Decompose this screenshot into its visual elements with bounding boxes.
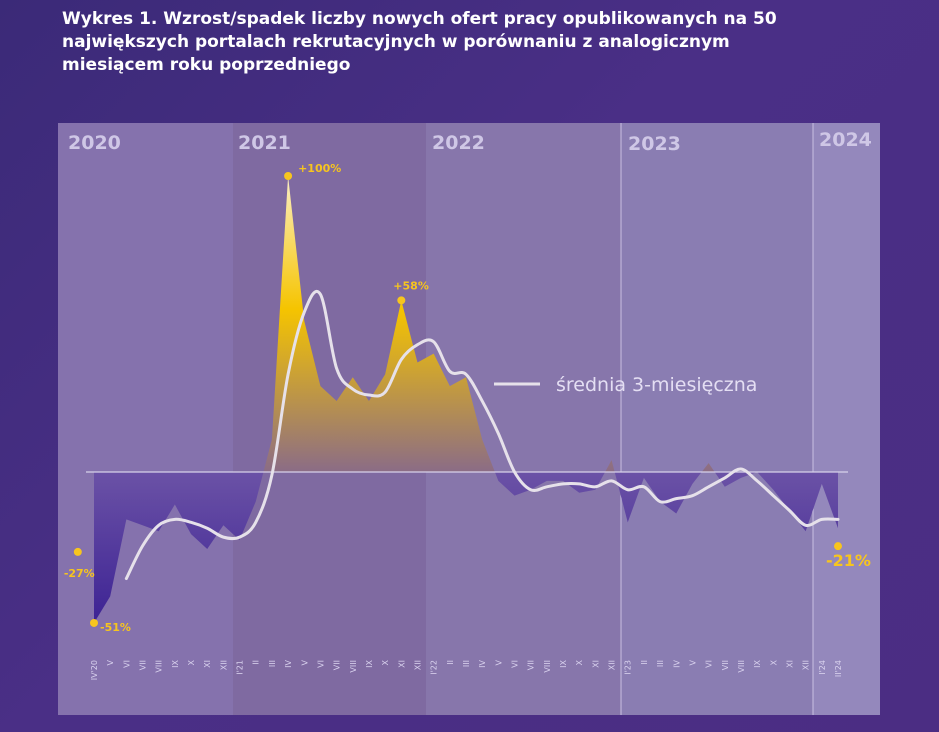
x-tick-label: VII — [721, 660, 730, 670]
x-tick-label: VII — [333, 660, 342, 670]
x-tick-label: I'21 — [236, 660, 245, 675]
x-tick-label: II'24 — [834, 660, 843, 677]
year-label-2023: 2023 — [628, 133, 681, 155]
x-tick-label: VIII — [543, 660, 552, 673]
year-label-2024: 2024 — [819, 129, 872, 151]
x-tick-label: XII — [219, 660, 228, 670]
x-tick-label: XII — [608, 660, 617, 670]
x-tick-label: IV — [478, 659, 487, 667]
x-tick-label: II — [252, 660, 261, 665]
x-tick-label: V — [300, 659, 309, 665]
year-label-2021: 2021 — [238, 132, 291, 154]
x-tick-label: V — [688, 659, 697, 665]
annotation-dot — [284, 172, 293, 180]
x-tick-label: III — [656, 660, 665, 667]
annotation-label: +58% — [393, 279, 429, 292]
annotations: +100% +58% -51% -27% -21% — [64, 162, 871, 634]
panel-2024 — [813, 123, 880, 715]
x-tick-label: VIII — [155, 660, 164, 673]
positive-area — [94, 176, 838, 472]
x-tick-label: VI — [122, 660, 131, 668]
annotation-dot — [397, 296, 406, 305]
x-tick-label: VIII — [349, 660, 358, 673]
x-tick-label: III — [462, 660, 471, 667]
x-tick-label: II — [640, 660, 649, 665]
year-label-2022: 2022 — [432, 132, 485, 154]
annotation-label: +100% — [298, 162, 341, 175]
x-tick-label: IV — [284, 659, 293, 667]
x-tick-label: XI — [397, 660, 406, 668]
x-tick-label: III — [268, 660, 277, 667]
x-tick-label: XII — [413, 660, 422, 670]
legend-label: średnia 3-miesięczna — [556, 374, 757, 396]
x-tick-label: X — [575, 659, 584, 665]
x-tick-label: VI — [316, 660, 325, 668]
chart-title: Wykres 1. Wzrost/spadek liczby nowych of… — [62, 9, 777, 75]
x-tick-label: X — [769, 659, 778, 665]
x-tick-label: X — [187, 659, 196, 665]
x-tick-label: X — [381, 659, 390, 665]
x-tick-label: I'24 — [818, 660, 827, 675]
x-tick-label: VII — [527, 660, 536, 670]
annotation-label: -27% — [64, 567, 95, 580]
panel-2023 — [621, 123, 813, 715]
annotation-label: -51% — [100, 621, 131, 634]
x-tick-label: IV'20 — [90, 660, 99, 680]
x-tick-label: VI — [705, 660, 714, 668]
x-tick-label: VIII — [737, 660, 746, 673]
annotation-dot — [90, 618, 98, 627]
year-label-2020: 2020 — [68, 132, 121, 154]
annotation-dot — [834, 542, 842, 551]
x-tick-label: IV — [672, 659, 681, 667]
x-tick-label: VI — [511, 660, 520, 668]
x-tick-label: XI — [785, 660, 794, 668]
negative-area — [94, 472, 838, 623]
x-tick-label: IX — [559, 659, 568, 667]
average-line — [124, 289, 840, 581]
panel-2020 — [58, 123, 233, 715]
x-tick-label: XI — [203, 660, 212, 668]
x-tick-label: XI — [591, 660, 600, 668]
x-tick-label: IX — [171, 659, 180, 667]
x-tick-labels: IV'20 V VI VII VIII IX X XI XII I'21 II III IV V VI VII… — [90, 659, 843, 680]
x-tick-label: IX — [365, 659, 374, 667]
x-tick-label: V — [106, 659, 115, 665]
x-tick-label: V — [494, 659, 503, 665]
x-tick-label: VII — [139, 660, 148, 670]
annotation-label: -21% — [826, 551, 871, 570]
x-tick-label: II — [446, 660, 455, 665]
x-tick-label: XII — [802, 660, 811, 670]
x-tick-label: IX — [753, 659, 762, 667]
annotation-dot — [73, 547, 82, 556]
x-tick-label: I'23 — [624, 660, 633, 675]
x-tick-label: I'22 — [430, 660, 439, 675]
